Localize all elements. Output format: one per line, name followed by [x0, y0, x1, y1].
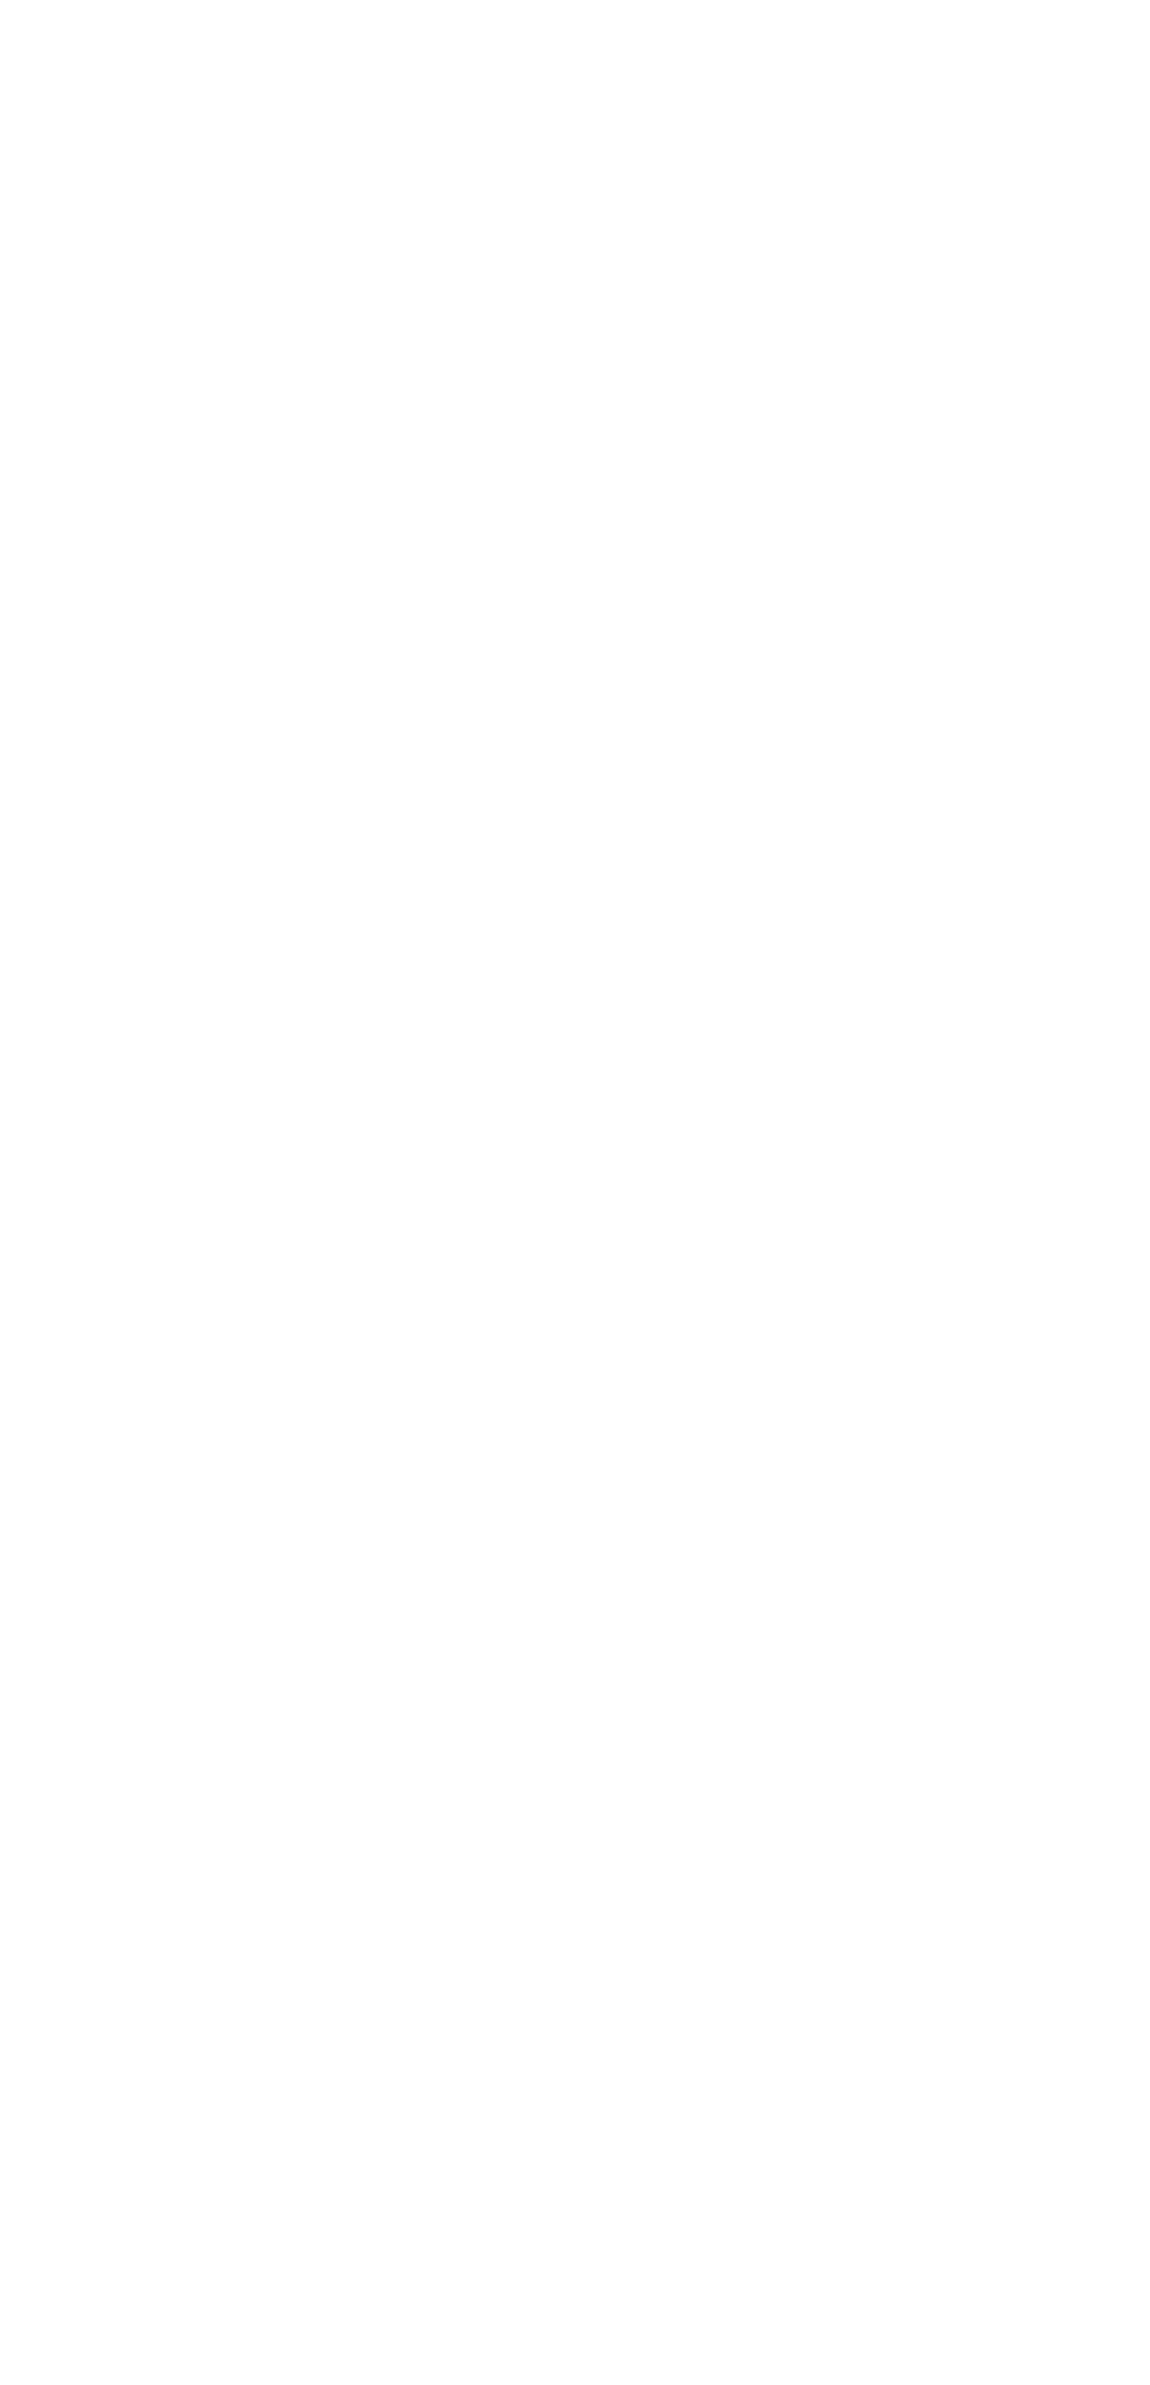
Text: A: A	[23, 725, 53, 763]
Text: B: B	[23, 1519, 53, 1557]
Text: C: C	[23, 2316, 52, 2354]
